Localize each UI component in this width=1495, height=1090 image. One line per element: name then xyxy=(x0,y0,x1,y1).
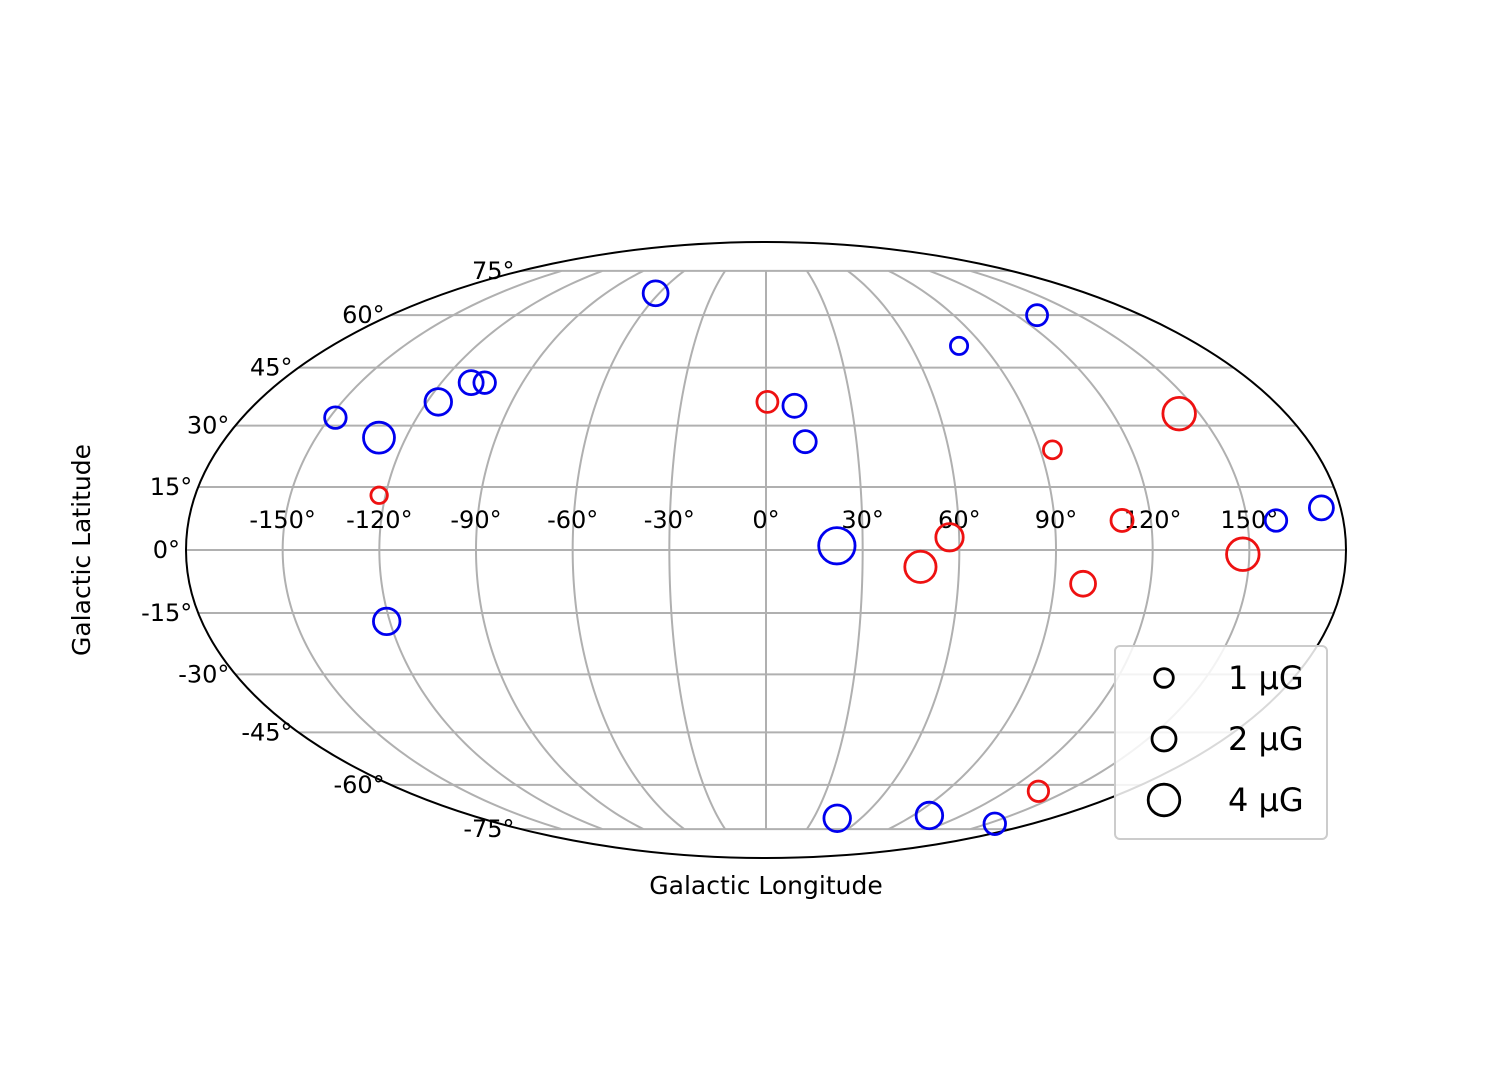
data-point-blue xyxy=(1025,303,1049,328)
longitude-gridline xyxy=(847,270,961,830)
x-tick-label: -30° xyxy=(644,506,695,534)
y-tick-label: -45° xyxy=(241,718,292,746)
legend-label: 2 μG xyxy=(1228,720,1304,758)
x-tick-label: -150° xyxy=(249,506,315,534)
x-tick-label: -60° xyxy=(547,506,598,534)
data-point-blue xyxy=(1308,494,1335,522)
data-point-red xyxy=(369,485,389,505)
data-point-blue xyxy=(472,370,497,395)
data-point-red xyxy=(1026,779,1051,803)
longitude-gridline xyxy=(929,269,1154,831)
legend-marker xyxy=(1146,782,1182,818)
projection-outline xyxy=(185,241,1347,859)
longitude-gridline xyxy=(888,270,1058,830)
longitude-gridline xyxy=(571,270,685,830)
longitude-gridline xyxy=(668,270,726,830)
data-point-red xyxy=(1161,395,1197,432)
data-point-blue xyxy=(1263,508,1289,533)
data-point-red xyxy=(934,522,965,553)
data-point-blue xyxy=(641,279,670,308)
x-tick-label: -120° xyxy=(346,506,412,534)
data-point-blue xyxy=(982,811,1007,836)
longitude-gridline xyxy=(474,270,644,830)
y-tick-label: 30° xyxy=(187,412,230,440)
legend: 1 μG 2 μG 4 μG xyxy=(1114,645,1328,840)
x-axis-label: Galactic Longitude xyxy=(649,871,882,900)
data-point-red xyxy=(755,389,780,414)
y-tick-label: 45° xyxy=(250,354,293,382)
y-tick-label: 75° xyxy=(472,257,515,285)
data-point-red xyxy=(1109,508,1135,533)
data-point-blue xyxy=(822,803,852,833)
legend-marker xyxy=(1150,725,1178,753)
grid-layer xyxy=(186,269,1346,831)
y-tick-label: 60° xyxy=(342,301,385,329)
x-tick-label: 0° xyxy=(752,506,779,534)
data-point-blue xyxy=(362,420,396,455)
legend-label: 1 μG xyxy=(1228,659,1304,697)
x-tick-label: -90° xyxy=(450,506,501,534)
longitude-gridline xyxy=(378,269,603,831)
data-point-red xyxy=(1225,536,1261,572)
x-tick-label: 90° xyxy=(1035,506,1078,534)
data-point-blue xyxy=(323,405,348,430)
y-tick-label: 0° xyxy=(153,536,180,564)
x-tick-label: 30° xyxy=(841,506,884,534)
data-point-red xyxy=(903,549,938,584)
legend-label: 4 μG xyxy=(1228,781,1304,819)
longitude-gridline xyxy=(281,269,562,831)
y-tick-label: -75° xyxy=(463,815,514,843)
y-tick-label: -15° xyxy=(141,599,192,627)
legend-marker xyxy=(1153,667,1175,689)
legend-frame xyxy=(1114,645,1328,840)
longitude-gridline xyxy=(806,270,864,830)
data-point-red xyxy=(1069,569,1097,598)
data-point-blue xyxy=(372,606,402,637)
y-tick-label: -60° xyxy=(333,771,384,799)
y-axis-label: Galactic Latitude xyxy=(67,444,96,656)
data-point-blue xyxy=(792,429,818,455)
data-point-blue xyxy=(817,526,857,566)
points-layer xyxy=(323,279,1335,836)
data-point-blue xyxy=(949,335,970,356)
data-point-red xyxy=(1042,439,1063,461)
y-tick-label: -30° xyxy=(178,660,229,688)
data-point-blue xyxy=(457,369,485,397)
data-point-blue xyxy=(914,800,945,831)
y-tick-label: 15° xyxy=(150,473,193,501)
ticks-layer: -150° -120° -90° -60° -30° 0° 30° 60° 90° 120° 150… xyxy=(141,257,1278,843)
data-point-blue xyxy=(781,392,808,419)
data-point-blue xyxy=(423,387,453,417)
